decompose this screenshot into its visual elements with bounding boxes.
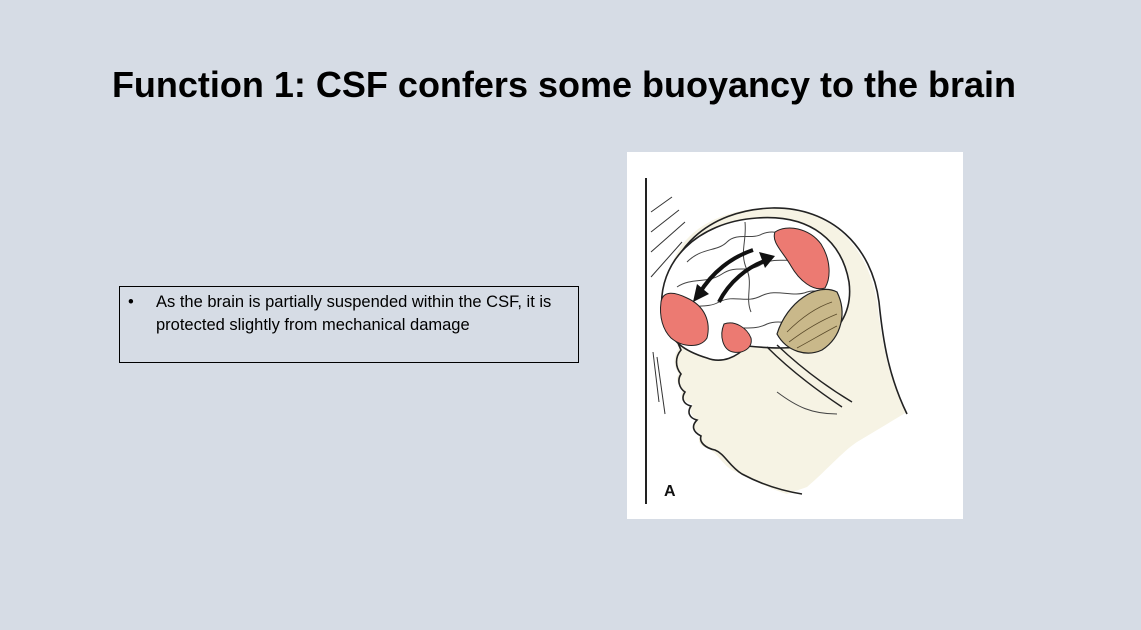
arrow-head [693, 284, 709, 302]
motion-line [652, 351, 660, 403]
brainstem-line [766, 346, 843, 408]
face-profile [670, 301, 803, 495]
bullet-text: As the brain is partially suspended with… [156, 293, 552, 334]
motion-arrow [717, 258, 768, 303]
impact-zone-front [660, 292, 709, 346]
motion-line [650, 196, 673, 213]
motion-arrow [697, 248, 754, 296]
bullet-marker: • [128, 293, 134, 311]
motion-line [656, 356, 666, 415]
motion-line [650, 241, 683, 278]
brain-head-illustration-icon [645, 178, 908, 504]
slide-title: Function 1: CSF confers some buoyancy to… [111, 64, 1017, 105]
figure-label: A [664, 483, 676, 500]
cerebellum-folds [786, 301, 838, 349]
impact-zone-back [773, 227, 830, 290]
brain-figure: A [627, 152, 963, 519]
brain-gyri [676, 257, 808, 288]
jaw-line [776, 391, 838, 415]
cerebellum [776, 288, 843, 354]
brainstem-line [776, 344, 853, 403]
impact-zone-temporal [721, 322, 752, 353]
head-outline [666, 207, 908, 415]
motion-line [650, 209, 680, 233]
bullet-textbox: • As the brain is partially suspended wi… [119, 286, 579, 363]
arrow-head [759, 252, 775, 268]
motion-line [650, 221, 686, 253]
